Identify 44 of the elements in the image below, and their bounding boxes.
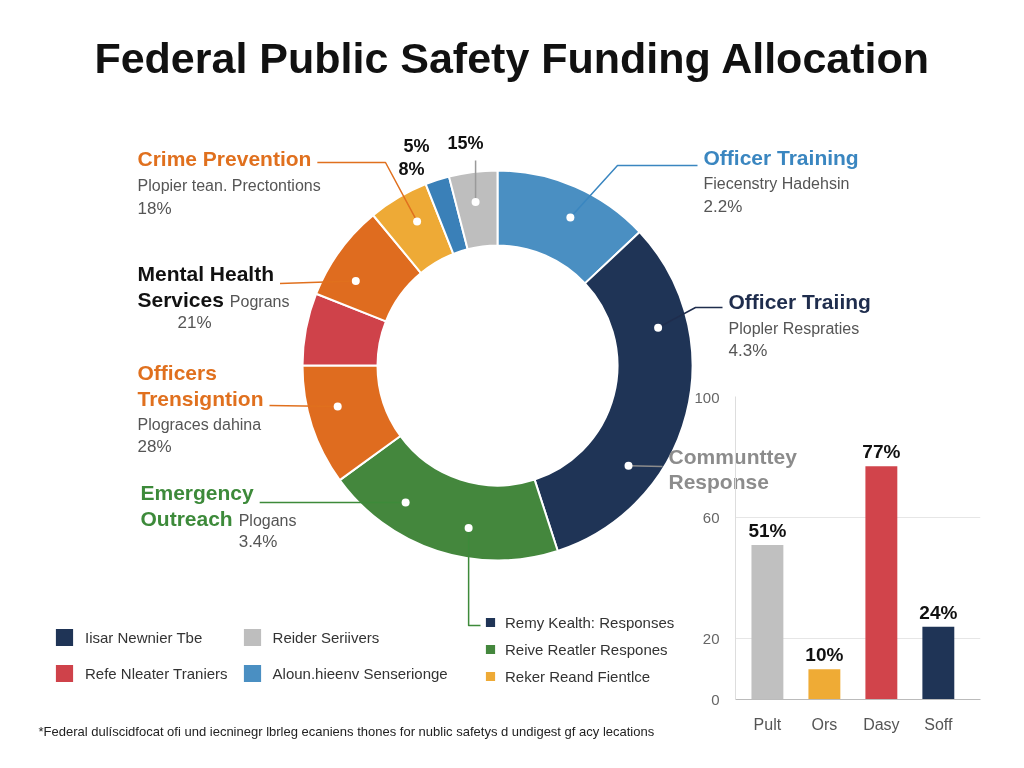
text: Pograns (229, 293, 290, 310)
text: Officer Training (703, 146, 859, 169)
chart-title: Federal Public Safety Funding Allocation (94, 33, 930, 82)
text: Officers Trensigntion (137, 361, 264, 410)
y-tick-label: 0 (711, 690, 720, 708)
legend-label: Reive Reatler Respones (505, 639, 668, 659)
data-label: 24% (919, 601, 958, 623)
text: 3.4% (238, 532, 278, 551)
x-tick-label: Dasy (863, 715, 900, 733)
annotation: Communttey Response (668, 445, 798, 493)
data-label: 77% (862, 441, 901, 463)
text: 21% (177, 313, 212, 332)
x-tick-label: Soff (924, 715, 953, 733)
legend-label: Aloun.hieenv Senserionge (272, 663, 448, 683)
text: Officer Traiing (728, 290, 871, 313)
x-tick-label: Ors (811, 715, 838, 733)
text: 5% (403, 135, 430, 156)
legend-label: Reker Reand Fientlce (505, 666, 651, 686)
text: 2.2% (703, 197, 743, 216)
text: *Federal dulíscidfocat ofi und iecninegr lbrleg ecaniens thones for nublic safetys d undigest gf acy lecations (38, 724, 655, 739)
bar (922, 626, 955, 700)
legend-label: Refe Nleater Traniers (85, 663, 228, 683)
bar (865, 466, 898, 700)
text: Plogans (238, 512, 297, 529)
text: 8% (398, 158, 425, 179)
text: 4.3% (728, 341, 768, 360)
text: Fiecenstry Hadehsin (703, 175, 850, 192)
legend-label: Iisar Newnier Tbe (85, 627, 203, 647)
text: Plopler Respraties (728, 320, 860, 337)
text: 18% (137, 199, 172, 218)
text: 15% (447, 132, 484, 153)
text: Crime Prevention (137, 147, 312, 170)
data-label: 51% (748, 519, 787, 541)
y-tick-label: 100 (694, 388, 720, 406)
text: Plopier tean. Prectontions (137, 177, 321, 194)
data-label: 10% (805, 644, 844, 666)
y-tick-label: 20 (702, 629, 720, 647)
y-tick-label: 60 (702, 508, 720, 526)
bar (808, 669, 841, 700)
text: Plograces dahina (137, 416, 262, 433)
text: 28% (137, 437, 172, 456)
x-tick-label: Pult (753, 715, 782, 733)
text: Remy Kealth: Responses (505, 612, 675, 632)
legend-label: Reider Seriivers (272, 627, 380, 647)
